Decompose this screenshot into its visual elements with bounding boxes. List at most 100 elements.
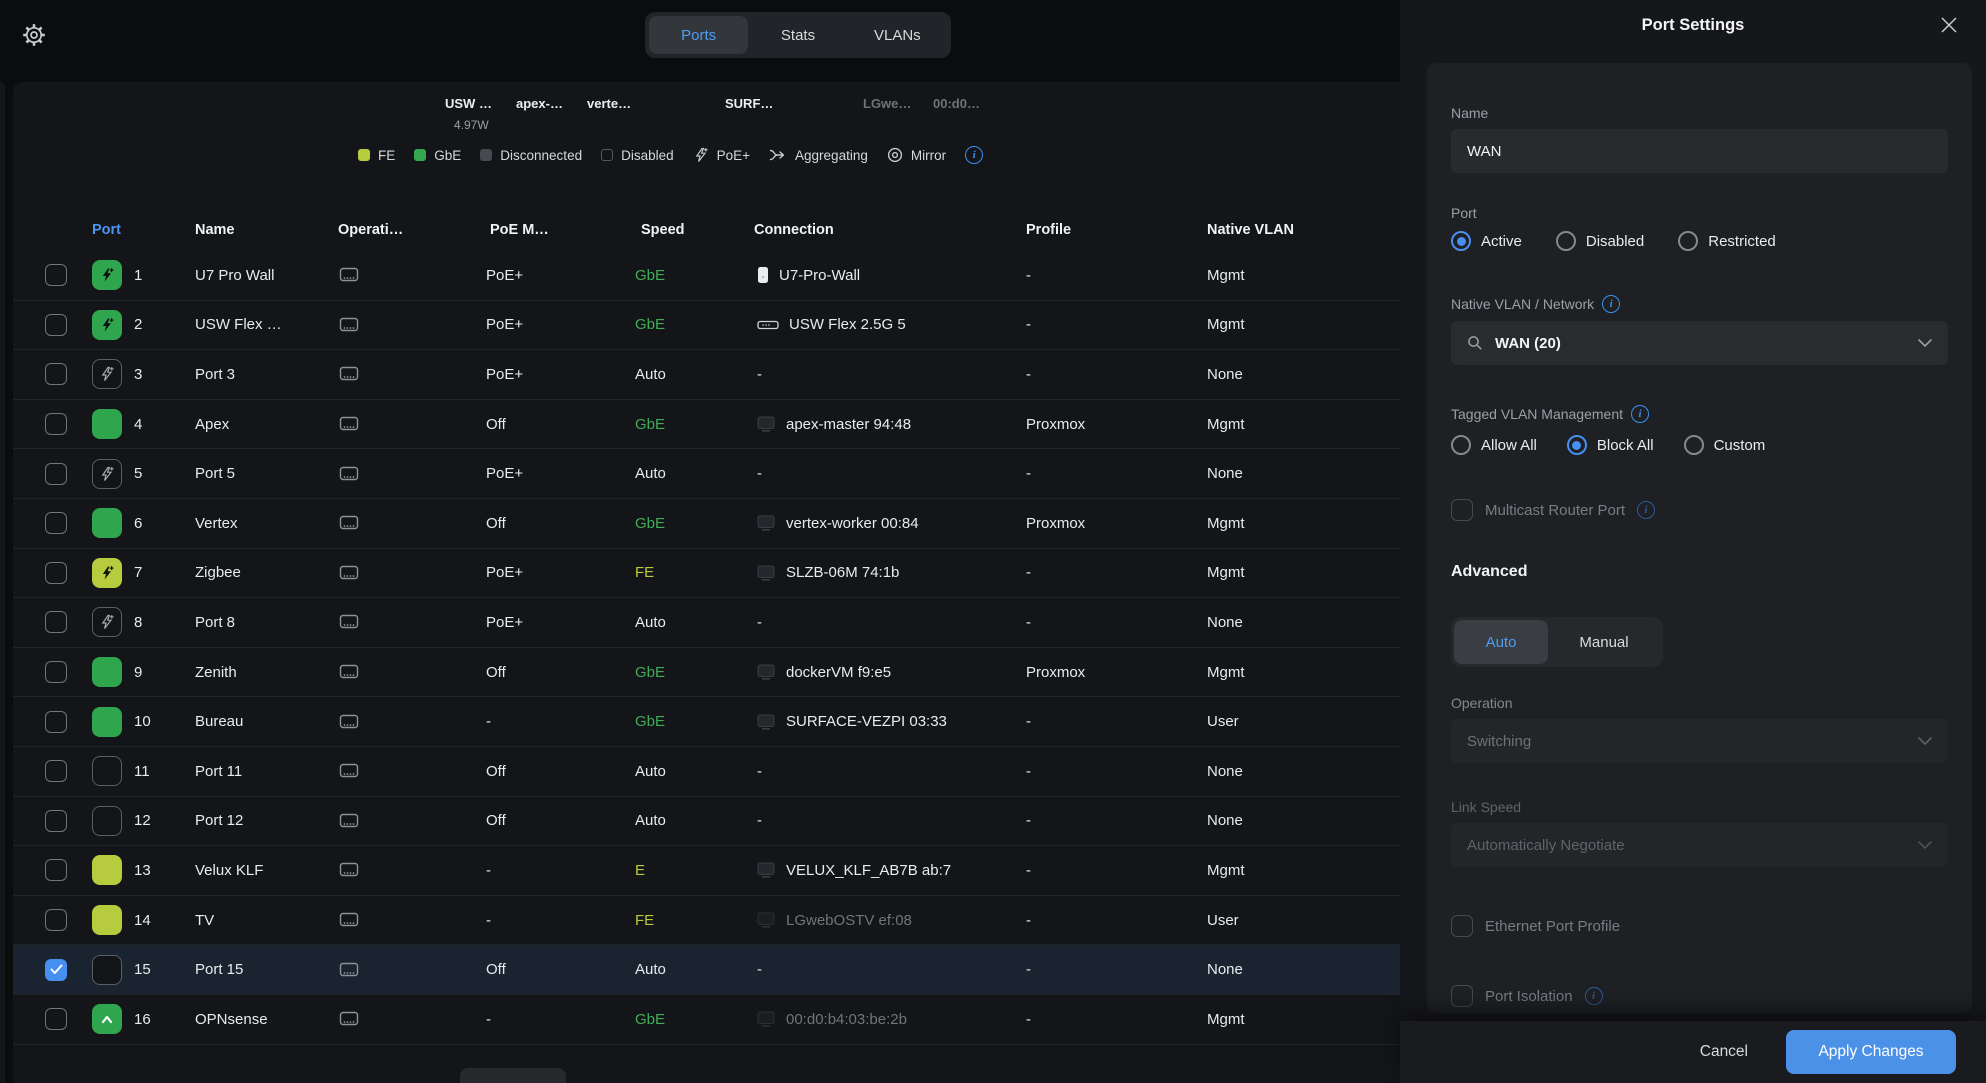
close-icon[interactable] xyxy=(1940,16,1958,34)
ethernet-port-profile-checkbox-row[interactable]: Ethernet Port Profile xyxy=(1451,915,1620,937)
port-number: 5 xyxy=(134,465,143,483)
connection-name: SLZB-06M 74:1b xyxy=(786,564,900,582)
radio-disabled[interactable]: Disabled xyxy=(1555,231,1644,251)
legend-label: FE xyxy=(378,147,396,163)
table-row-port-1[interactable]: 1 U7 Pro Wall PoE+ GbE U7-Pro-Wall - Mgmt xyxy=(13,251,1406,301)
operation-switch-icon xyxy=(339,945,359,994)
info-icon[interactable]: i xyxy=(1637,501,1656,519)
tab-stats[interactable]: Stats xyxy=(780,26,816,44)
port-name-input[interactable] xyxy=(1451,129,1948,173)
row-checkbox[interactable] xyxy=(45,760,67,783)
poe-mode: - xyxy=(486,861,491,879)
row-checkbox[interactable] xyxy=(45,413,67,436)
connection: LGwebOSTV ef:08 xyxy=(757,896,1019,945)
speed: Auto xyxy=(635,365,666,383)
row-checkbox[interactable] xyxy=(45,512,67,535)
row-checkbox[interactable] xyxy=(45,958,67,981)
tab-vlans[interactable]: VLANs xyxy=(873,26,921,44)
col-header-operation[interactable]: Operati… xyxy=(338,222,404,238)
table-row-port-15[interactable]: 15 Port 15 Off Auto - - None xyxy=(13,945,1406,995)
connection-name: vertex-worker 00:84 xyxy=(786,514,919,532)
row-checkbox[interactable] xyxy=(45,710,67,733)
col-header-profile[interactable]: Profile xyxy=(1026,222,1072,238)
row-checkbox[interactable] xyxy=(45,264,67,287)
row-checkbox[interactable] xyxy=(45,1008,67,1031)
table-row-port-16[interactable]: 16 OPNsense - GbE 00:d0:b4:03:be:2b - Mgmt xyxy=(13,995,1406,1045)
client-connection-icon xyxy=(757,862,776,879)
table-row-port-11[interactable]: 11 Port 11 Off Auto - - None xyxy=(13,747,1406,797)
checkbox[interactable] xyxy=(1451,985,1473,1007)
info-icon[interactable]: i xyxy=(1584,987,1603,1005)
col-header-speed[interactable]: Speed xyxy=(641,222,685,238)
row-checkbox[interactable] xyxy=(45,809,67,832)
row-checkbox[interactable] xyxy=(45,661,67,684)
operation-switch-icon xyxy=(339,896,359,945)
info-icon[interactable]: i xyxy=(965,146,984,164)
tab-ports[interactable]: Ports xyxy=(649,16,749,54)
table-row-port-6[interactable]: 6 Vertex Off GbE vertex-worker 00:84 Proxmox M… xyxy=(13,499,1406,549)
apply-changes-button[interactable]: Apply Changes xyxy=(1786,1030,1956,1074)
native-vlan-select[interactable]: WAN (20) xyxy=(1451,321,1948,365)
speed: Auto xyxy=(635,762,666,780)
row-checkbox[interactable] xyxy=(45,363,67,386)
operation-select[interactable]: Switching xyxy=(1451,719,1948,763)
radio-custom[interactable]: Custom xyxy=(1683,435,1765,455)
operation-switch-icon xyxy=(339,747,359,796)
row-checkbox[interactable] xyxy=(45,859,67,882)
radio-label: Active xyxy=(1481,232,1522,250)
table-row-port-5[interactable]: 5 Port 5 PoE+ Auto - - None xyxy=(13,449,1406,499)
col-header-native-vlan[interactable]: Native VLAN xyxy=(1207,222,1295,238)
speed: GbE xyxy=(635,1010,666,1028)
multicast-router-port-checkbox-row[interactable]: Multicast Router Port i xyxy=(1451,499,1656,521)
poe-mode: Off xyxy=(486,415,506,433)
port-isolation-checkbox-row[interactable]: Port Isolation i xyxy=(1451,985,1603,1007)
table-row-port-2[interactable]: 2 USW Flex … PoE+ GbE USW Flex 2.5G 5 - Mgmt xyxy=(13,301,1406,351)
checkbox[interactable] xyxy=(1451,499,1473,521)
row-checkbox[interactable] xyxy=(45,462,67,485)
table-row-port-10[interactable]: 10 Bureau - GbE SURFACE-VEZPI 03:33 - User xyxy=(13,697,1406,747)
radio-dot xyxy=(1451,435,1471,455)
col-header-port[interactable]: Port xyxy=(92,222,121,238)
table-row-port-7[interactable]: 7 Zigbee PoE+ FE SLZB-06M 74:1b - Mgmt xyxy=(13,549,1406,599)
pagination-button-partial[interactable] xyxy=(460,1068,566,1083)
table-row-port-3[interactable]: 3 Port 3 PoE+ Auto - - None xyxy=(13,350,1406,400)
radio-allow-all[interactable]: Allow All xyxy=(1451,435,1537,455)
row-checkbox[interactable] xyxy=(45,313,67,336)
segment-auto[interactable]: Auto xyxy=(1454,620,1548,664)
settings-gear-icon[interactable] xyxy=(21,22,47,48)
radio-block-all[interactable]: Block All xyxy=(1566,435,1654,455)
table-row-port-8[interactable]: 8 Port 8 PoE+ Auto - - None xyxy=(13,598,1406,648)
operation-switch-icon xyxy=(339,648,359,697)
speed: GbE xyxy=(635,316,666,334)
port-name: U7 Pro Wall xyxy=(195,266,275,284)
col-header-connection[interactable]: Connection xyxy=(754,222,834,238)
table-row-port-12[interactable]: 12 Port 12 Off Auto - - None xyxy=(13,797,1406,847)
row-checkbox[interactable] xyxy=(45,611,67,634)
row-checkbox[interactable] xyxy=(45,561,67,584)
poe-mode: Off xyxy=(486,961,506,979)
checkbox[interactable] xyxy=(1451,915,1473,937)
radio-restricted[interactable]: Restricted xyxy=(1678,231,1776,251)
info-icon[interactable]: i xyxy=(1631,405,1649,423)
radio-active[interactable]: Active xyxy=(1451,231,1522,251)
table-row-port-14[interactable]: 14 TV - FE LGwebOSTV ef:08 - User xyxy=(13,896,1406,946)
radio-label: Block All xyxy=(1596,436,1654,454)
col-header-poe-mode[interactable]: PoE M… xyxy=(490,222,549,238)
connection: - xyxy=(757,350,1019,399)
speed: FE xyxy=(635,911,655,929)
table-row-port-13[interactable]: 13 Velux KLF - E VELUX_KLF_AB7B ab:7 - Mgmt xyxy=(13,846,1406,896)
col-header-name[interactable]: Name xyxy=(195,222,235,238)
link-speed-select[interactable]: Automatically Negotiate xyxy=(1451,823,1948,867)
table-row-port-4[interactable]: 4 Apex Off GbE apex-master 94:48 Proxmox Mgmt xyxy=(13,400,1406,450)
port-status-icon-poe-off xyxy=(92,359,122,390)
cancel-button[interactable]: Cancel xyxy=(1699,1043,1748,1060)
operation-switch-icon xyxy=(339,301,359,350)
port-number: 11 xyxy=(134,762,150,780)
segment-manual[interactable]: Manual xyxy=(1579,633,1629,651)
info-icon[interactable]: i xyxy=(1602,295,1621,313)
device-label: SURF… xyxy=(725,96,774,111)
table-row-port-9[interactable]: 9 Zenith Off GbE dockerVM f9:e5 Proxmox Mgmt xyxy=(13,648,1406,698)
poe-mode: - xyxy=(486,911,491,929)
connection: 00:d0:b4:03:be:2b xyxy=(757,995,1019,1044)
row-checkbox[interactable] xyxy=(45,909,67,932)
